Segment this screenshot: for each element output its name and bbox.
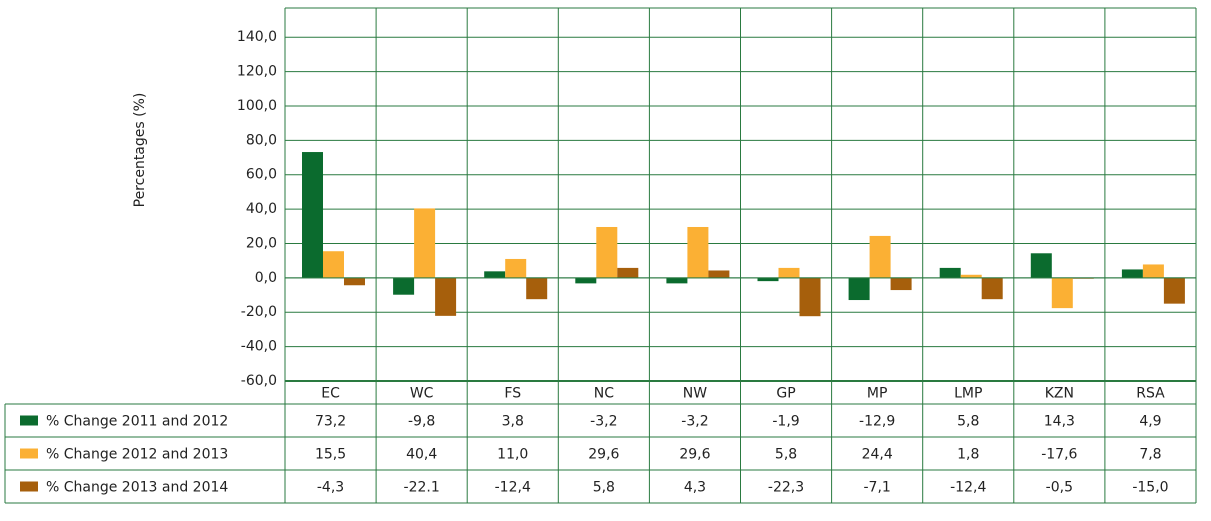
bar [323,251,344,278]
legend-label: % Change 2011 and 2012 [46,414,228,430]
value-label: -3,2 [681,414,708,430]
value-label: -22,3 [768,480,804,496]
value-label: 7,8 [1139,447,1161,463]
value-label: 3,8 [502,414,524,430]
y-tick-label: 120,0 [237,64,277,80]
x-tick-label: NC [594,386,614,402]
legend-swatch [20,415,38,426]
value-label: -0,5 [1046,480,1073,496]
value-label: -3,2 [590,414,617,430]
bar [344,277,365,286]
y-tick-label: 60,0 [246,167,277,183]
bar [484,271,506,278]
value-label: -15,0 [1132,480,1168,496]
y-tick-label: 0,0 [255,270,277,286]
bar [414,208,436,278]
x-tick-label: RSA [1136,386,1165,402]
value-label: -12,9 [859,414,895,430]
bar [848,277,870,301]
bar [1121,269,1143,278]
value-label: -1,9 [772,414,799,430]
y-tick-label: -40,0 [241,339,277,355]
bar [708,270,730,278]
legend-swatch [20,448,38,459]
value-label: 4,3 [684,480,706,496]
bar [575,277,597,284]
legend-label: % Change 2012 and 2013 [46,447,228,463]
x-tick-label: GP [776,386,795,402]
value-label: -9,8 [408,414,435,430]
bar [1051,277,1073,309]
y-tick-label: -20,0 [241,304,277,320]
bar [526,277,548,300]
value-label: 29,6 [588,447,619,463]
x-tick-label: NW [683,386,707,402]
value-label: 14,3 [1044,414,1075,430]
x-tick-label: LMP [954,386,982,402]
x-tick-label: MP [867,386,888,402]
y-tick-label: 140,0 [237,29,277,45]
bar [666,277,688,284]
value-label: -4,3 [317,480,344,496]
bar [778,267,800,278]
value-label: -17,6 [1041,447,1077,463]
bar [757,277,779,282]
y-tick-label: -60,0 [241,373,277,389]
value-label: 11,0 [497,447,528,463]
bar [981,277,1003,300]
bar [435,277,457,316]
legend-label: % Change 2013 and 2014 [46,480,228,496]
value-label: -12,4 [495,480,531,496]
bar [1030,253,1052,278]
bar [302,152,323,278]
value-label: 5,8 [957,414,979,430]
x-tick-label: KZN [1045,386,1074,402]
y-tick-label: 80,0 [246,132,277,148]
bar [617,267,639,278]
y-axis-label: Percentages (%) [132,93,148,208]
value-label: 40,4 [406,447,437,463]
x-tick-label: FS [504,386,521,402]
x-tick-label: EC [321,386,340,402]
bar [799,277,821,317]
y-tick-label: 100,0 [237,98,277,114]
bar [393,277,415,295]
y-tick-label: 40,0 [246,201,277,217]
bar [1163,277,1185,304]
value-label: 5,8 [775,447,797,463]
value-label: 73,2 [315,414,346,430]
x-tick-label: WC [410,386,434,402]
value-label: -12,4 [950,480,986,496]
bar [505,258,527,278]
bar [1142,264,1164,278]
bar [939,267,961,278]
bar [596,226,618,278]
value-label: 29,6 [679,447,710,463]
legend-swatch [20,481,38,492]
bar [960,274,982,278]
bar [890,277,912,291]
value-label: -7,1 [863,480,890,496]
value-label: 5,8 [593,480,615,496]
value-label: 24,4 [862,447,893,463]
value-label: 1,8 [957,447,979,463]
value-label: 4,9 [1139,414,1161,430]
bar [869,235,891,278]
value-label: -22.1 [404,480,440,496]
y-tick-label: 20,0 [246,235,277,251]
bar [687,226,709,278]
value-label: 15,5 [315,447,346,463]
